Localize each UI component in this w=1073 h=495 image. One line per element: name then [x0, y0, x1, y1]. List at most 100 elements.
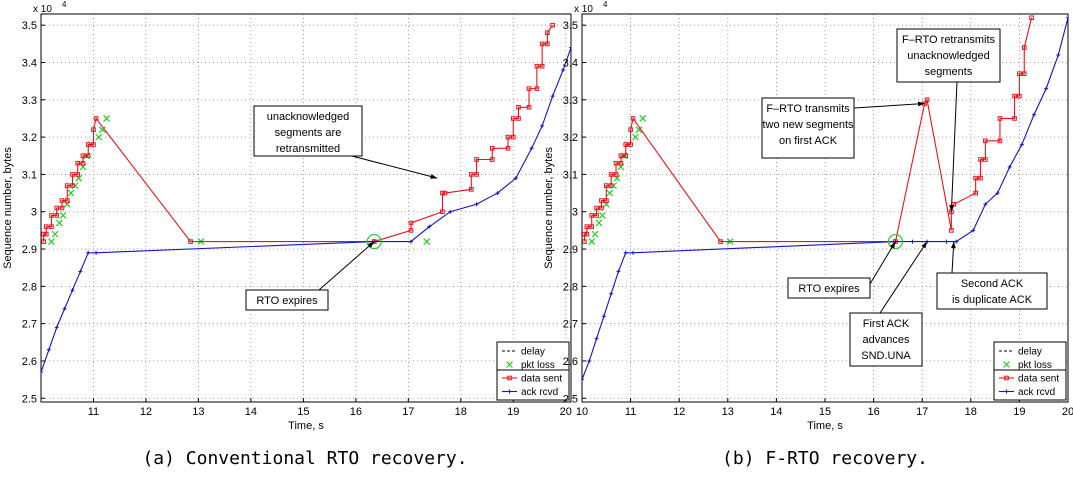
- y-tick-label: 3: [31, 207, 37, 219]
- data-sent-marker: [608, 172, 614, 177]
- data-sent-marker: [505, 134, 511, 140]
- data-sent-marker: [628, 142, 633, 147]
- legend-label: pkt loss: [521, 360, 555, 371]
- ack-rcvd-marker: [1066, 15, 1068, 20]
- ack-rcvd-marker: [954, 239, 959, 244]
- y-tick-label: 2.9: [563, 244, 578, 256]
- data-sent-marker: [43, 231, 49, 237]
- pkt-loss-marker: [588, 238, 596, 246]
- pkt-loss-marker: [423, 238, 431, 246]
- annotation-arrowhead: [951, 241, 956, 249]
- annotation-text: F–RTO retransmits: [902, 34, 996, 46]
- data-sent-marker: [64, 198, 70, 203]
- ack-rcvd-marker: [1019, 142, 1024, 147]
- y-tick-label: 2.8: [22, 281, 37, 293]
- data-sent-marker: [613, 160, 619, 166]
- x-axis-label: Time, s: [288, 420, 324, 432]
- data-sent-marker: [516, 104, 521, 110]
- ack-rcvd-marker: [408, 239, 413, 244]
- ack-rcvd-marker: [550, 94, 555, 99]
- ack-rcvd-marker: [529, 146, 534, 151]
- data-sent-marker: [545, 41, 550, 47]
- data-sent-marker: [997, 116, 1003, 121]
- data-sent-marker: [59, 205, 65, 211]
- y-tick-label: 2.5: [22, 393, 37, 405]
- pkt-loss-marker: [639, 115, 647, 122]
- legend-label: data sent: [521, 374, 562, 385]
- ack-rcvd-marker: [561, 67, 566, 72]
- x-tick-label: 15: [819, 406, 831, 418]
- ack-rcvd-marker: [971, 228, 976, 233]
- y-multiplier-exponent: 4: [603, 0, 608, 9]
- x-tick-label: 16: [350, 406, 362, 418]
- annotation-box: [787, 277, 871, 299]
- rto-expiry-circle: [887, 233, 904, 250]
- data-sent-marker: [550, 22, 555, 28]
- y-tick-label: 3: [572, 207, 578, 219]
- data-sent-marker: [539, 63, 545, 69]
- data-sent-marker: [1017, 93, 1022, 99]
- annotation-arrowhead: [367, 241, 375, 248]
- data-sent-marker: [85, 153, 91, 159]
- ack-rcvd-marker: [587, 358, 592, 363]
- data-sent-marker: [80, 160, 86, 166]
- annotation-text: First ACK: [863, 318, 910, 330]
- annotation-arrowhead: [890, 241, 896, 249]
- data-sent-marker: [589, 213, 595, 218]
- data-sent-marker: [75, 160, 81, 166]
- data-sent-marker: [628, 127, 633, 132]
- data-sent-marker: [613, 172, 619, 177]
- data-sent-marker: [49, 224, 54, 229]
- annotation-text: Second ACK: [961, 278, 1024, 290]
- data-sent-marker: [983, 138, 988, 144]
- data-sent-marker: [983, 157, 988, 162]
- data-sent-marker: [623, 153, 629, 159]
- x-tick-label: 14: [245, 406, 257, 418]
- data-sent-marker: [505, 146, 511, 151]
- ack-rcvd-marker: [474, 202, 479, 207]
- y-multiplier-exponent: 4: [62, 0, 67, 9]
- ack-rcvd-marker: [62, 306, 67, 311]
- legend-symbol: [506, 361, 513, 368]
- data-sent-marker: [1021, 45, 1027, 50]
- ack-rcvd-marker: [569, 45, 571, 50]
- legend-marker: [507, 375, 512, 381]
- x-tick-label: 15: [297, 406, 309, 418]
- y-tick-label: 2.6: [22, 356, 37, 368]
- x-tick-label: 18: [455, 406, 467, 418]
- data-sent-marker: [997, 138, 1003, 144]
- ack-rcvd-marker: [78, 269, 83, 274]
- annotation-text: unacknowledged: [907, 50, 990, 62]
- data-sent-marker: [49, 213, 54, 218]
- annotation-text: RTO expires: [798, 283, 860, 295]
- series-line-ack-rcvd: [582, 17, 1068, 380]
- annotation-arrowhead: [921, 241, 928, 249]
- data-sent-marker: [468, 187, 474, 192]
- pkt-loss-marker: [635, 126, 643, 134]
- plot-area: [41, 22, 571, 375]
- annotation-arrow: [879, 241, 928, 314]
- ack-rcvd-marker: [616, 269, 621, 274]
- data-sent-marker: [718, 239, 723, 244]
- data-sent-marker: [1021, 71, 1027, 76]
- pkt-loss-marker: [48, 238, 55, 246]
- ack-rcvd-marker: [86, 250, 91, 255]
- data-sent-marker: [91, 142, 96, 147]
- legend-label: ack rcvd: [521, 387, 558, 398]
- pkt-loss-marker: [95, 133, 103, 141]
- x-tick-label: 19: [1013, 406, 1025, 418]
- y-tick-label: 3.2: [563, 132, 578, 144]
- data-sent-marker: [594, 205, 599, 211]
- x-tick-label: 12: [673, 406, 685, 418]
- legend-marker: [1004, 375, 1009, 381]
- data-sent-marker: [1012, 93, 1017, 99]
- panel-b: 10 11 12 13 14 15 16 17 18 19 202.52.62.72.82.933.…: [543, 0, 1073, 432]
- y-axis-label: Sequence number, bytes: [543, 147, 555, 269]
- x-tick-label: 11: [88, 406, 99, 418]
- pkt-loss-marker: [591, 230, 599, 238]
- annotation-text: segments: [925, 66, 973, 78]
- annotation-text: on first ACK: [779, 135, 838, 147]
- y-tick-label: 3.3: [563, 95, 578, 107]
- y-axis-label: Sequence number, bytes: [2, 147, 14, 269]
- annotation-arrow: [869, 241, 896, 285]
